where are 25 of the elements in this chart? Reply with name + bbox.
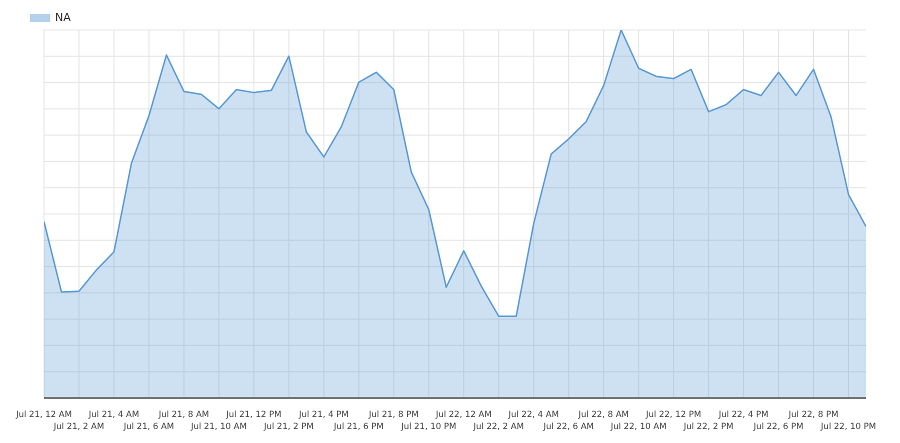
x-tick-label: Jul 22, 2 AM — [472, 422, 524, 432]
x-tick-label: Jul 21, 2 PM — [262, 422, 314, 432]
x-tick-label: Jul 21, 8 AM — [158, 410, 210, 420]
x-tick-label: Jul 22, 2 PM — [682, 422, 734, 432]
x-tick-label: Jul 21, 10 PM — [400, 422, 456, 432]
x-tick-label: Jul 21, 4 AM — [88, 410, 140, 420]
x-tick-label: Jul 22, 8 AM — [577, 410, 629, 420]
x-tick-label: Jul 21, 12 PM — [225, 410, 282, 420]
x-tick-label: Jul 22, 4 PM — [718, 410, 768, 420]
x-tick-label: Jul 22, 6 PM — [752, 422, 804, 432]
x-tick-label: Jul 22, 4 AM — [507, 410, 559, 420]
x-tick-label: Jul 22, 8 PM — [788, 410, 838, 420]
x-tick-label: Jul 21, 6 PM — [332, 422, 384, 432]
x-tick-label: Jul 21, 6 AM — [122, 422, 174, 432]
x-tick-label: Jul 21, 10 AM — [190, 422, 247, 432]
x-tick-label: Jul 21, 12 AM — [15, 410, 72, 420]
x-tick-label: Jul 21, 8 PM — [368, 410, 419, 420]
x-tick-label: Jul 22, 6 AM — [542, 422, 594, 432]
x-tick-label: Jul 22, 10 AM — [610, 422, 667, 432]
x-tick-label: Jul 22, 12 AM — [434, 410, 492, 420]
x-tick-label: Jul 21, 4 PM — [298, 410, 349, 420]
x-tick-label: Jul 21, 2 AM — [52, 422, 104, 432]
x-tick-label: Jul 22, 10 PM — [820, 422, 876, 432]
legend-label: NA — [55, 11, 71, 24]
x-tick-label: Jul 22, 12 PM — [645, 410, 702, 420]
